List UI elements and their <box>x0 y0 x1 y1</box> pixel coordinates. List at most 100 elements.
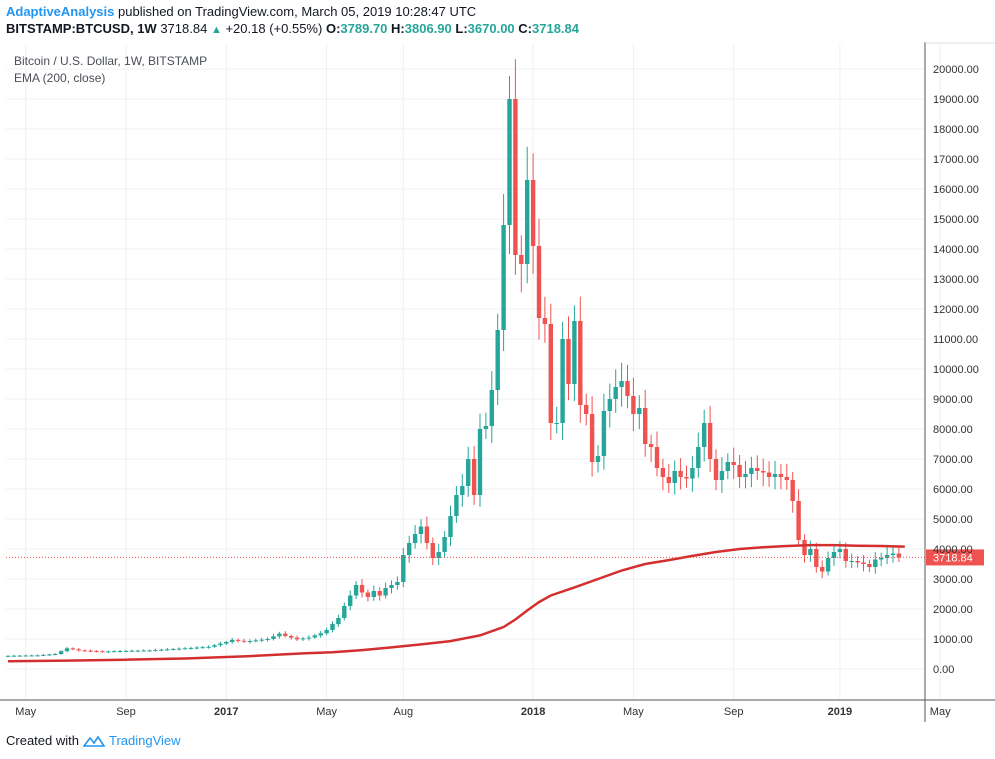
candle-body <box>719 471 725 480</box>
candle-body <box>283 633 288 636</box>
x-tick-label: May <box>623 706 644 718</box>
candle-body <box>389 585 394 588</box>
candle-body <box>460 486 465 495</box>
low-value: 3670.00 <box>467 21 515 36</box>
candle-body <box>442 537 447 552</box>
candle-body <box>318 633 323 636</box>
candle-body <box>619 381 624 387</box>
x-tick-label: May <box>930 706 951 718</box>
candle-body <box>519 255 524 264</box>
candle-body <box>643 408 648 444</box>
author-link[interactable]: AdaptiveAnalysis <box>6 4 115 19</box>
y-tick-label: 13000.00 <box>933 274 979 286</box>
candle-body <box>212 645 217 647</box>
candle-body <box>831 552 837 558</box>
open-label: O: <box>325 21 341 36</box>
high-label: H: <box>391 21 405 36</box>
x-tick-label: 2018 <box>521 706 545 718</box>
candle-body <box>94 651 99 652</box>
candle-body <box>530 180 536 246</box>
candle-body <box>702 423 707 447</box>
candle-body <box>761 471 766 473</box>
candle-body <box>796 501 801 540</box>
candle-body <box>637 408 642 414</box>
candle-body <box>578 321 583 405</box>
candle-body <box>766 472 772 477</box>
candle-body <box>489 390 494 426</box>
candle-body <box>884 555 890 558</box>
ema-series <box>7 543 905 663</box>
candle-body <box>607 399 612 411</box>
x-tick-label: Sep <box>724 706 744 718</box>
y-tick-label: 0.00 <box>933 664 954 676</box>
candle-body <box>548 324 553 423</box>
y-tick-label: 11000.00 <box>933 334 978 346</box>
candle-body <box>536 246 542 318</box>
candle-body <box>436 552 441 558</box>
candle-body <box>820 567 825 572</box>
candle-body <box>330 624 335 630</box>
candle-body <box>106 651 111 653</box>
candle-body <box>159 649 164 651</box>
candle-body <box>342 606 347 618</box>
candle-body <box>495 330 500 390</box>
candle-body <box>241 640 247 642</box>
candle-body <box>5 655 11 657</box>
candle-body <box>47 654 52 656</box>
y-tick-label: 17000.00 <box>933 154 979 166</box>
candle-body <box>141 650 146 652</box>
candle-body <box>707 423 713 459</box>
close-label: C: <box>518 21 532 36</box>
y-tick-label: 10000.00 <box>933 364 979 376</box>
y-tick-label: 1000.00 <box>933 634 973 646</box>
candle-body <box>507 99 512 225</box>
candle-body <box>200 647 205 649</box>
candle-body <box>112 651 117 653</box>
y-tick-label: 19000.00 <box>933 94 979 106</box>
candle-body <box>23 655 28 657</box>
candle-body <box>631 396 636 414</box>
symbol-label: BITSTAMP:BTCUSD, 1W <box>6 21 157 36</box>
candle-body <box>572 321 577 384</box>
candle-body <box>566 339 571 384</box>
price-change: +20.18 (+0.55%) <box>225 21 323 36</box>
y-tick-label: 7000.00 <box>933 454 973 466</box>
candle-body <box>513 99 518 255</box>
y-tick-label: 18000.00 <box>933 124 979 136</box>
candle-body <box>849 561 854 562</box>
candle-body <box>825 558 831 572</box>
candle-body <box>501 225 506 330</box>
candle-body <box>672 471 677 483</box>
last-price-tag-text: 3718.84 <box>933 552 973 564</box>
candle-body <box>147 650 152 652</box>
candle-body <box>448 516 453 537</box>
candle-body <box>88 650 93 652</box>
candle-body <box>76 649 81 651</box>
candle-body <box>17 655 22 657</box>
tradingview-link[interactable]: TradingView <box>108 733 181 748</box>
candle-body <box>348 595 353 606</box>
candle-body <box>584 405 589 414</box>
candle-body <box>312 635 317 638</box>
candle-body <box>731 462 736 465</box>
last-price: 3718.84 <box>160 21 208 36</box>
y-tick-label: 2000.00 <box>933 604 973 616</box>
candle-body <box>336 618 341 624</box>
candle-body <box>218 643 223 646</box>
candle-body <box>554 423 559 424</box>
candle-body <box>525 180 530 264</box>
candle-body <box>176 648 182 650</box>
candle-body <box>418 526 424 534</box>
legend-title: Bitcoin / U.S. Dollar, 1W, BITSTAMP <box>14 54 208 68</box>
y-tick-label: 9000.00 <box>933 394 973 406</box>
candle-body <box>412 534 418 543</box>
candle-body <box>377 591 382 596</box>
price-chart[interactable]: 3718.84 0.00 1000.00 2000.00 3000.00 4000.00… <box>0 42 995 722</box>
candle-body <box>64 648 70 652</box>
x-tick-label: 2019 <box>828 706 852 718</box>
chart-frame[interactable]: 3718.84 0.00 1000.00 2000.00 3000.00 4000.00… <box>0 42 995 722</box>
candle-body <box>53 654 58 655</box>
candle-body <box>471 459 477 495</box>
candle-body <box>542 318 548 324</box>
axes: 0.00 1000.00 2000.00 3000.00 4000.00 5000.00 6… <box>0 42 995 722</box>
